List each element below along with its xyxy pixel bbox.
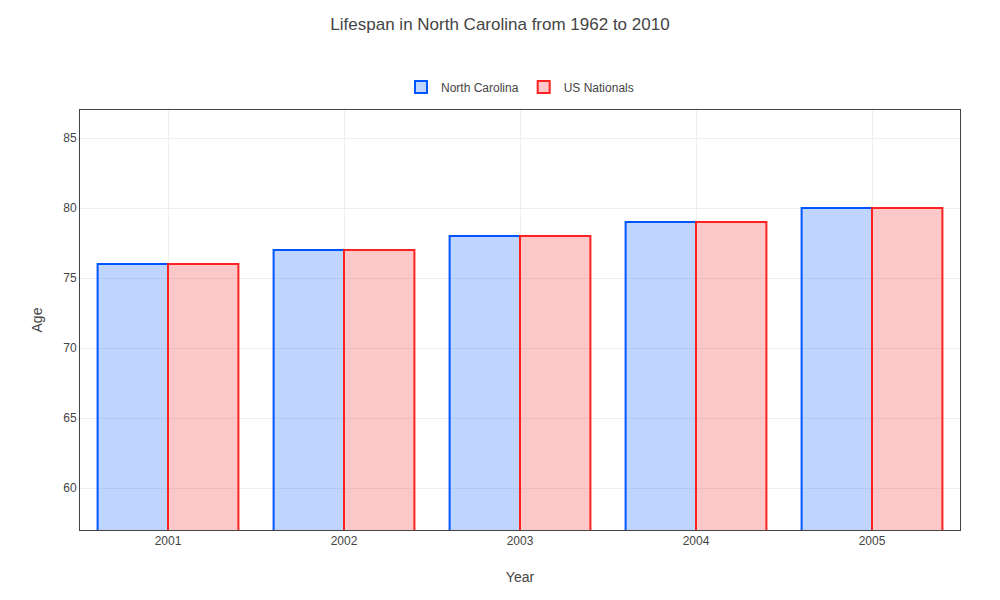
svg-text:70: 70: [63, 341, 77, 355]
svg-text:US Nationals: US Nationals: [564, 81, 634, 95]
svg-text:75: 75: [63, 271, 77, 285]
svg-text:2001: 2001: [155, 534, 182, 548]
svg-text:North Carolina: North Carolina: [441, 81, 519, 95]
svg-text:2004: 2004: [683, 534, 710, 548]
svg-text:85: 85: [63, 131, 77, 145]
svg-text:2003: 2003: [507, 534, 534, 548]
svg-text:65: 65: [63, 411, 77, 425]
svg-text:Lifespan in North Carolina fro: Lifespan in North Carolina from 1962 to …: [330, 15, 669, 34]
svg-text:Age: Age: [29, 307, 45, 332]
svg-text:Year: Year: [506, 569, 535, 585]
svg-text:2005: 2005: [859, 534, 886, 548]
svg-text:80: 80: [63, 201, 77, 215]
svg-text:60: 60: [63, 481, 77, 495]
svg-text:2002: 2002: [331, 534, 358, 548]
